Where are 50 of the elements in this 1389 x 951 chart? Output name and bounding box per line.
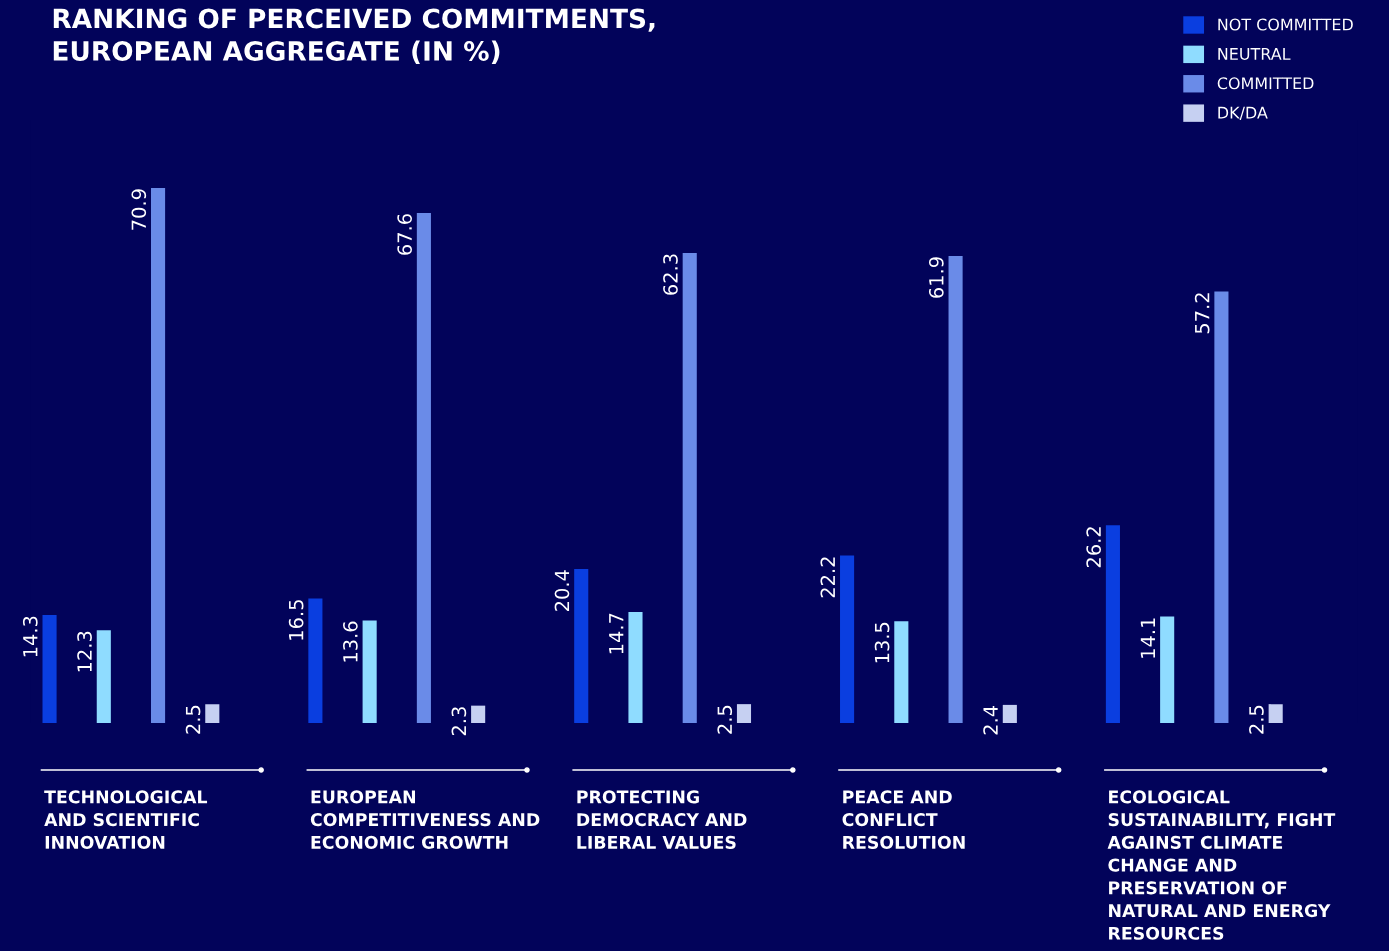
data-label: 62.3 [663,254,678,295]
legend-label: COMMITTED [1217,77,1314,90]
data-label: 26.2 [1086,527,1102,568]
bar [1105,525,1120,723]
bar [1214,291,1229,723]
bar [205,704,220,723]
bar [840,555,855,723]
data-label: 13.5 [874,622,890,663]
x-tick-label: TECHNOLOGICAL AND SCIENTIFIC INNOVATION [44,790,208,849]
bar [308,598,323,723]
data-label: 61.9 [928,257,944,298]
data-label: 14.7 [609,613,624,654]
bar [736,704,752,723]
bar [628,612,643,723]
data-label: 2.5 [1249,705,1264,734]
data-label: 14.1 [1140,618,1155,658]
bar [1160,616,1175,723]
data-label: 12.3 [77,631,92,672]
data-label: 2.5 [717,705,733,734]
data-label: 13.6 [343,621,358,662]
bar [574,569,589,723]
bar [362,620,377,723]
data-label: 16.5 [288,600,304,640]
x-tick-label: ECOLOGICAL SUSTAINABILITY, FIGHT AGAINST CLIMATE CHANGE AND PRESERVATION OF NATURAL AND ENERGY RESOURCES [1107,790,1336,940]
bar [416,212,431,723]
data-label: 2.3 [451,707,467,736]
data-label: 57.2 [1194,293,1210,334]
bar [1002,704,1017,723]
x-tick-label: PEACE AND CONFLICT RESOLUTION [842,790,965,849]
data-label: 2.4 [983,705,998,735]
bar [471,705,486,723]
chart-title: RANKING OF PERCEIVED COMMITMENTS, EUROPEAN AGGREGATE (IN %) [53,8,655,65]
bar [1268,704,1283,723]
bar [96,630,111,723]
data-label: 2.5 [185,705,201,734]
bar [894,621,909,723]
data-label: 70.9 [131,189,147,230]
bar [948,255,963,723]
legend-label: NEUTRAL [1218,48,1291,60]
data-label: 14.3 [22,616,38,657]
x-tick-label: PROTECTING DEMOCRACY AND LIBERAL VALUES [577,790,747,849]
data-label: 22.2 [820,557,835,598]
data-label: 20.4 [554,570,570,611]
x-tick-label: EUROPEAN COMPETITIVENESS AND ECONOMIC GROWTH [310,790,540,849]
bar [682,252,697,723]
data-label: 67.6 [397,214,412,255]
bar [42,615,57,723]
legend-label: NOT COMMITTED [1218,18,1353,31]
bar [151,188,166,723]
legend-label: DK/DA [1218,106,1268,120]
